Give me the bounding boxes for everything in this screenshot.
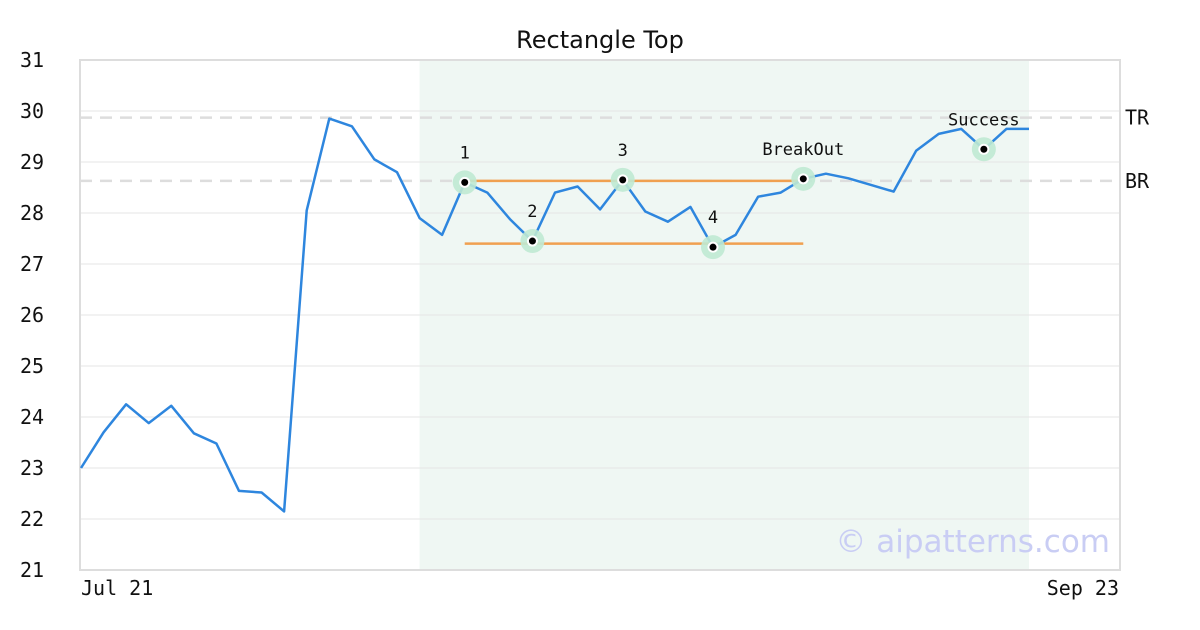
chart-title: Rectangle Top	[516, 26, 684, 54]
reference-label-br: BR	[1125, 169, 1150, 193]
y-tick-label-23: 23	[20, 456, 44, 480]
point-marker-2	[528, 237, 536, 245]
point-label-3: 3	[618, 141, 628, 161]
y-tick-label-25: 25	[20, 354, 44, 378]
plot-frame	[79, 59, 1121, 571]
x-tick-label-start: Jul 21	[81, 576, 153, 600]
y-tick-label-31: 31	[20, 48, 44, 72]
point-marker-3	[619, 176, 627, 184]
y-tick-label-24: 24	[20, 405, 44, 429]
reference-labels: TR BR	[1125, 106, 1150, 193]
point-label-4: 4	[708, 208, 718, 228]
x-tick-label-end: Sep 23	[1047, 576, 1119, 600]
y-tick-label-27: 27	[20, 252, 44, 276]
point-label-breakout: BreakOut	[762, 140, 844, 160]
watermark: © aipatterns.com	[835, 524, 1110, 560]
y-tick-label-26: 26	[20, 303, 44, 327]
y-tick-label-30: 30	[20, 99, 44, 123]
y-axis-ticks: 21 22 23 24 25 26 27 28 29 30 31	[20, 48, 44, 582]
grid-lines	[80, 110, 1120, 520]
point-label-1: 1	[460, 143, 470, 163]
pattern-points: 1 2 3 4 BreakOut Success	[452, 110, 1020, 260]
point-marker-success	[980, 145, 988, 153]
point-label-2: 2	[527, 202, 537, 222]
point-label-success: Success	[948, 110, 1020, 130]
x-axis-ticks: Jul 21 Sep 23	[81, 576, 1119, 600]
reference-label-tr: TR	[1125, 106, 1150, 130]
y-tick-label-28: 28	[20, 201, 44, 225]
y-tick-label-29: 29	[20, 150, 44, 174]
point-marker-4	[709, 243, 717, 251]
price-series-line	[79, 117, 1029, 513]
point-marker-breakout	[799, 175, 807, 183]
point-marker-1	[461, 178, 469, 186]
y-tick-label-21: 21	[20, 558, 44, 582]
y-tick-label-22: 22	[20, 507, 44, 531]
